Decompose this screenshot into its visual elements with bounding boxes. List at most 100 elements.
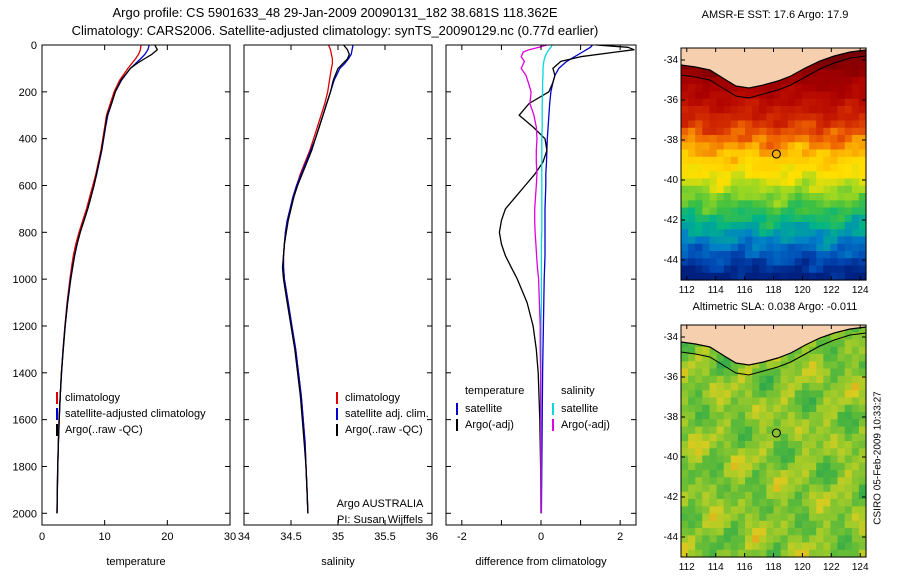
salinity-profile-plot: 34 34.5 35 35.5 36 xyxy=(238,44,438,543)
legend-label-argo: Argo(..raw -QC) xyxy=(345,424,423,436)
legend-swatch-satellite-adjusted xyxy=(336,408,338,420)
legend-swatch-argo xyxy=(336,424,338,436)
legend-swatch-climatology xyxy=(56,392,58,404)
legend-item-argo-temp: Argo(-adj) xyxy=(456,417,542,433)
legend-swatch-satellite-adjusted xyxy=(56,408,58,420)
temperature-profile-plot: 0 10 20 30 0 200 400 600 800 1000 1200 1400 1600 1800… xyxy=(13,40,237,543)
svg-text:1000: 1000 xyxy=(13,274,37,286)
svg-text:0: 0 xyxy=(39,531,45,543)
svg-text:118: 118 xyxy=(766,285,782,296)
difference-legend: temperature satellite Argo(-adj) salinit… xyxy=(456,385,638,433)
svg-text:34: 34 xyxy=(238,531,250,543)
svg-text:-34: -34 xyxy=(664,55,679,66)
legend-swatch-satellite-temp xyxy=(456,403,458,415)
legend-label-climatology: climatology xyxy=(345,392,401,404)
svg-text:-42: -42 xyxy=(664,215,679,226)
svg-text:-38: -38 xyxy=(664,412,679,423)
legend-swatch-climatology xyxy=(336,392,338,404)
sst-map: 112 114 116 118 120 122 124 -34 -36 -38 -40 -42 -44 xyxy=(664,47,869,296)
svg-text:-44: -44 xyxy=(664,532,679,543)
svg-text:600: 600 xyxy=(19,180,37,192)
legend-swatch-argo-temp xyxy=(456,419,458,431)
svg-text:112: 112 xyxy=(679,285,695,296)
legend-item-argo-sal: Argo(-adj) xyxy=(552,417,638,433)
sst-map-title: AMSR-E SST: 17.6 Argo: 17.9 xyxy=(701,9,849,21)
legend-item-satellite-sal: satellite xyxy=(552,401,638,417)
svg-text:122: 122 xyxy=(823,562,840,573)
difference-legend-temperature-column: temperature satellite Argo(-adj) xyxy=(456,385,542,433)
legend-item-satellite-adjusted: satellite adj. clim. xyxy=(336,406,434,422)
svg-text:-44: -44 xyxy=(664,255,679,266)
legend-group-header-salinity: salinity xyxy=(561,385,595,397)
legend-label-satellite-temp: satellite xyxy=(465,403,503,415)
svg-text:2000: 2000 xyxy=(13,508,37,520)
sla-map: 112 114 116 118 120 122 124 -34 -36 -38 -40 -42 -44 xyxy=(664,324,869,573)
svg-text:120: 120 xyxy=(794,562,811,573)
svg-text:-34: -34 xyxy=(664,332,679,343)
legend-swatch-argo xyxy=(56,424,58,436)
difference-axis-label: difference from climatology xyxy=(475,556,607,568)
svg-text:0: 0 xyxy=(538,531,544,543)
svg-text:35.5: 35.5 xyxy=(374,531,395,543)
svg-text:-36: -36 xyxy=(664,95,679,106)
legend-item-argo: Argo(..raw -QC) xyxy=(336,422,434,438)
svg-text:36: 36 xyxy=(426,531,438,543)
svg-text:-42: -42 xyxy=(664,492,679,503)
legend-item-argo: Argo(..raw -QC) xyxy=(56,422,229,438)
svg-text:800: 800 xyxy=(19,227,37,239)
svg-text:-36: -36 xyxy=(664,372,679,383)
svg-text:124: 124 xyxy=(852,562,869,573)
legend-item-climatology: climatology xyxy=(336,390,434,406)
argo-australia-note: Argo AUSTRALIA PI: Susan Wijffels xyxy=(318,496,442,528)
svg-text:-38: -38 xyxy=(664,135,679,146)
svg-text:114: 114 xyxy=(708,562,724,573)
temperature-axis-label: temperature xyxy=(106,556,166,568)
legend-label-argo-sal: Argo(-adj) xyxy=(561,419,610,431)
svg-text:114: 114 xyxy=(708,285,724,296)
difference-profile-plot: -2 0 2 xyxy=(445,44,637,543)
svg-text:122: 122 xyxy=(823,285,840,296)
salinity-axis-label: salinity xyxy=(321,556,355,568)
svg-text:34.5: 34.5 xyxy=(280,531,301,543)
svg-text:200: 200 xyxy=(19,87,37,99)
legend-swatch-satellite-sal xyxy=(552,403,554,415)
note-line2: PI: Susan Wijffels xyxy=(337,514,423,526)
svg-text:124: 124 xyxy=(852,285,869,296)
svg-text:-2: -2 xyxy=(457,531,467,543)
svg-text:116: 116 xyxy=(737,562,753,573)
figure-title: Argo profile: CS 5901633_48 29-Jan-2009 … xyxy=(112,5,558,20)
svg-text:10: 10 xyxy=(99,531,111,543)
watermark: CSIRO 05-Feb-2009 10:33:27 xyxy=(872,391,884,525)
svg-text:0: 0 xyxy=(31,40,37,52)
temperature-legend: climatology satellite-adjusted climatolo… xyxy=(56,390,229,438)
svg-text:-40: -40 xyxy=(664,175,679,186)
figure-subtitle: Climatology: CARS2006. Satellite-adjuste… xyxy=(71,23,599,38)
svg-text:118: 118 xyxy=(766,562,782,573)
svg-text:35: 35 xyxy=(332,531,344,543)
legend-label-satellite-sal: satellite xyxy=(561,403,599,415)
svg-text:1800: 1800 xyxy=(13,461,37,473)
legend-label-argo-temp: Argo(-adj) xyxy=(465,419,514,431)
svg-text:-40: -40 xyxy=(664,452,679,463)
legend-label-satellite-adjusted: satellite-adjusted climatology xyxy=(65,408,206,420)
svg-text:112: 112 xyxy=(679,562,695,573)
legend-label-satellite-adjusted: satellite adj. clim. xyxy=(345,408,429,420)
legend-item-satellite-temp: satellite xyxy=(456,401,542,417)
legend-item-satellite-adjusted: satellite-adjusted climatology xyxy=(56,406,229,422)
legend-item-climatology: climatology xyxy=(56,390,229,406)
svg-text:120: 120 xyxy=(794,285,811,296)
legend-label-climatology: climatology xyxy=(65,392,121,404)
sla-map-title: Altimetric SLA: 0.038 Argo: -0.011 xyxy=(692,301,858,313)
salinity-legend: climatology satellite adj. clim. Argo(..… xyxy=(336,390,434,438)
difference-legend-salinity-column: salinity satellite Argo(-adj) xyxy=(552,385,638,433)
svg-text:2: 2 xyxy=(617,531,623,543)
svg-text:1200: 1200 xyxy=(13,321,37,333)
svg-text:400: 400 xyxy=(19,134,37,146)
legend-swatch-argo-sal xyxy=(552,419,554,431)
svg-text:20: 20 xyxy=(161,531,173,543)
svg-text:30: 30 xyxy=(224,531,236,543)
svg-text:1600: 1600 xyxy=(13,415,37,427)
svg-text:1400: 1400 xyxy=(13,368,37,380)
legend-label-argo: Argo(..raw -QC) xyxy=(65,424,143,436)
